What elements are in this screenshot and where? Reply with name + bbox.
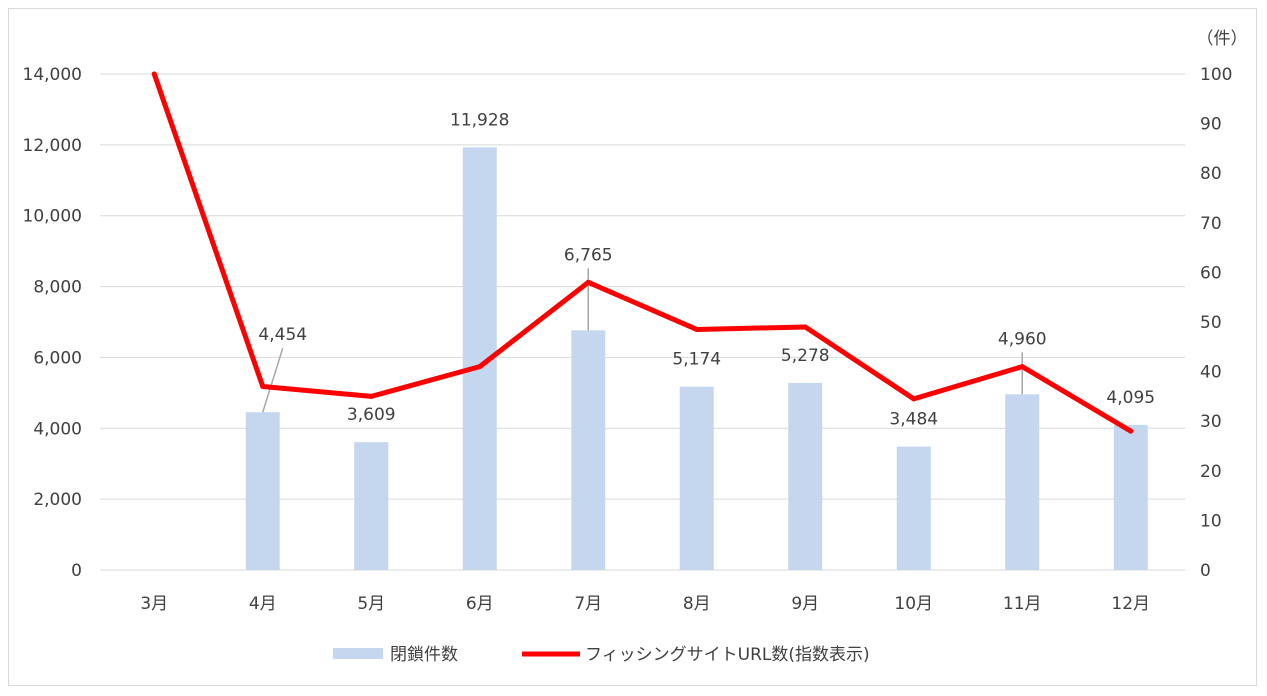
line-series-path: [151, 71, 1134, 434]
bar-data-label: 3,484: [889, 410, 938, 430]
legend-line-label: フィッシングサイトURL数(指数表示): [585, 645, 870, 665]
right-axis-tick-label: 60: [1200, 263, 1222, 283]
line-point: [368, 393, 374, 399]
bar-data-label: 4,095: [1106, 388, 1155, 408]
bar-data-label: 6,765: [564, 245, 613, 265]
bar: [1113, 424, 1148, 570]
left-axis-tick-label: 12,000: [23, 136, 82, 156]
line-point: [694, 326, 700, 332]
right-axis-tick-label: 70: [1200, 214, 1222, 234]
bar-data-label: 5,278: [781, 346, 830, 366]
bar: [571, 330, 606, 570]
right-axis-tick-label: 10: [1200, 511, 1222, 531]
bar: [354, 442, 389, 570]
left-axis: 0 2,000 4,000 6,000 8,000 10,000 12,000 14,000: [23, 65, 82, 581]
left-axis-tick-label: 2,000: [33, 490, 82, 510]
right-axis-tick-label: 20: [1200, 462, 1222, 482]
left-axis-tick-label: 10,000: [23, 207, 82, 227]
left-axis-tick-label: 0: [71, 561, 82, 581]
x-axis-tick-label: 10月: [894, 594, 933, 614]
line-point: [802, 324, 808, 330]
right-axis-tick-label: 50: [1200, 313, 1222, 333]
bar-series: [245, 147, 1148, 570]
x-axis-tick-label: 11月: [1003, 594, 1042, 614]
line-point: [1019, 364, 1025, 370]
right-axis-tick-label: 80: [1200, 164, 1222, 184]
label-leader-line: [262, 347, 284, 413]
bar-data-label: 3,609: [347, 405, 396, 425]
left-axis-tick-label: 8,000: [33, 278, 82, 298]
gridlines: [100, 73, 1185, 571]
left-axis-tick-label: 6,000: [33, 348, 82, 368]
bar: [896, 446, 931, 570]
line-point: [477, 364, 483, 370]
right-axis: 0 10 20 30 40 50 60 70 80 90 100: [1200, 65, 1232, 581]
data-labels: 4,454 3,609 11,928 6,765 5,174 5,278 3,484 4,96…: [258, 110, 1155, 429]
bar-data-label: 4,960: [998, 329, 1047, 349]
bar-data-label: 4,454: [258, 325, 307, 345]
x-axis-tick-label: 5月: [357, 594, 385, 614]
bar: [679, 386, 714, 570]
right-axis-tick-label: 0: [1200, 561, 1211, 581]
x-axis-tick-label: 7月: [574, 594, 602, 614]
x-axis-tick-label: 6月: [466, 594, 494, 614]
legend: 閉鎖件数 フィッシングサイトURL数(指数表示): [333, 645, 870, 665]
x-axis-tick-label: 4月: [249, 594, 277, 614]
legend-bar-label: 閉鎖件数: [390, 645, 458, 665]
line-point: [911, 396, 917, 402]
bar: [1005, 394, 1040, 570]
bar-data-label: 5,174: [672, 350, 721, 370]
leader-lines: [262, 268, 1023, 413]
right-axis-tick-label: 30: [1200, 412, 1222, 432]
line-point: [1128, 428, 1134, 434]
right-axis-unit: （件）: [1197, 29, 1248, 49]
right-axis-tick-label: 100: [1200, 65, 1232, 85]
left-axis-tick-label: 14,000: [23, 65, 82, 85]
right-axis-tick-label: 90: [1200, 115, 1222, 135]
bar: [788, 383, 823, 570]
right-axis-tick-label: 40: [1200, 363, 1222, 383]
x-axis-tick-label: 9月: [791, 594, 819, 614]
chart-frame: [8, 8, 1257, 686]
legend-bar-swatch: [333, 648, 383, 659]
bar: [245, 412, 280, 570]
left-axis-tick-label: 4,000: [33, 419, 82, 439]
line-series: [151, 71, 1134, 434]
line-point: [151, 71, 157, 77]
bar-data-label: 11,928: [450, 110, 509, 130]
line-point: [260, 383, 266, 389]
x-axis: 3月 4月 5月 6月 7月 8月 9月 10月 11月 12月: [140, 594, 1150, 614]
line-point: [585, 279, 591, 285]
x-axis-tick-label: 8月: [683, 594, 711, 614]
x-axis-tick-label: 12月: [1111, 594, 1150, 614]
x-axis-tick-label: 3月: [140, 594, 168, 614]
